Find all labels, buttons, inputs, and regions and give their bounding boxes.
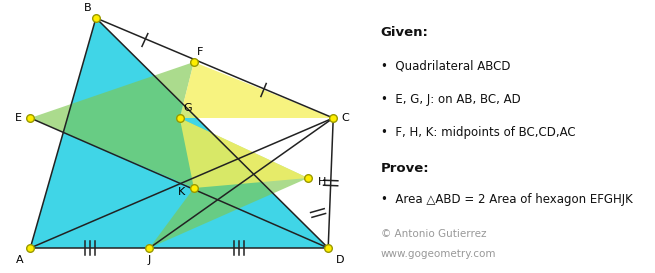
Text: E: E: [14, 113, 22, 123]
Text: © Antonio Gutierrez: © Antonio Gutierrez: [381, 229, 486, 239]
Text: Given:: Given:: [381, 26, 428, 39]
Text: B: B: [84, 3, 92, 13]
Text: •  Area △ABD = 2 Area of hexagon EFGHJK: • Area △ABD = 2 Area of hexagon EFGHJK: [381, 193, 632, 206]
Polygon shape: [30, 18, 328, 248]
Text: C: C: [341, 113, 349, 123]
Polygon shape: [179, 118, 308, 188]
Text: D: D: [336, 255, 345, 265]
Text: •  Quadrilateral ABCD: • Quadrilateral ABCD: [381, 60, 510, 73]
Text: Prove:: Prove:: [381, 162, 429, 175]
Text: G: G: [183, 103, 192, 113]
Text: H: H: [318, 177, 326, 187]
Text: F: F: [196, 47, 203, 57]
Polygon shape: [179, 62, 333, 118]
Polygon shape: [30, 62, 308, 248]
Text: J: J: [148, 255, 151, 265]
Text: K: K: [178, 187, 185, 197]
Text: •  E, G, J: on AB, BC, AD: • E, G, J: on AB, BC, AD: [381, 93, 520, 106]
Text: •  F, H, K: midpoints of BC,CD,AC: • F, H, K: midpoints of BC,CD,AC: [381, 126, 575, 139]
FancyBboxPatch shape: [358, 3, 654, 270]
Text: www.gogeometry.com: www.gogeometry.com: [381, 250, 496, 259]
Text: A: A: [16, 255, 24, 265]
